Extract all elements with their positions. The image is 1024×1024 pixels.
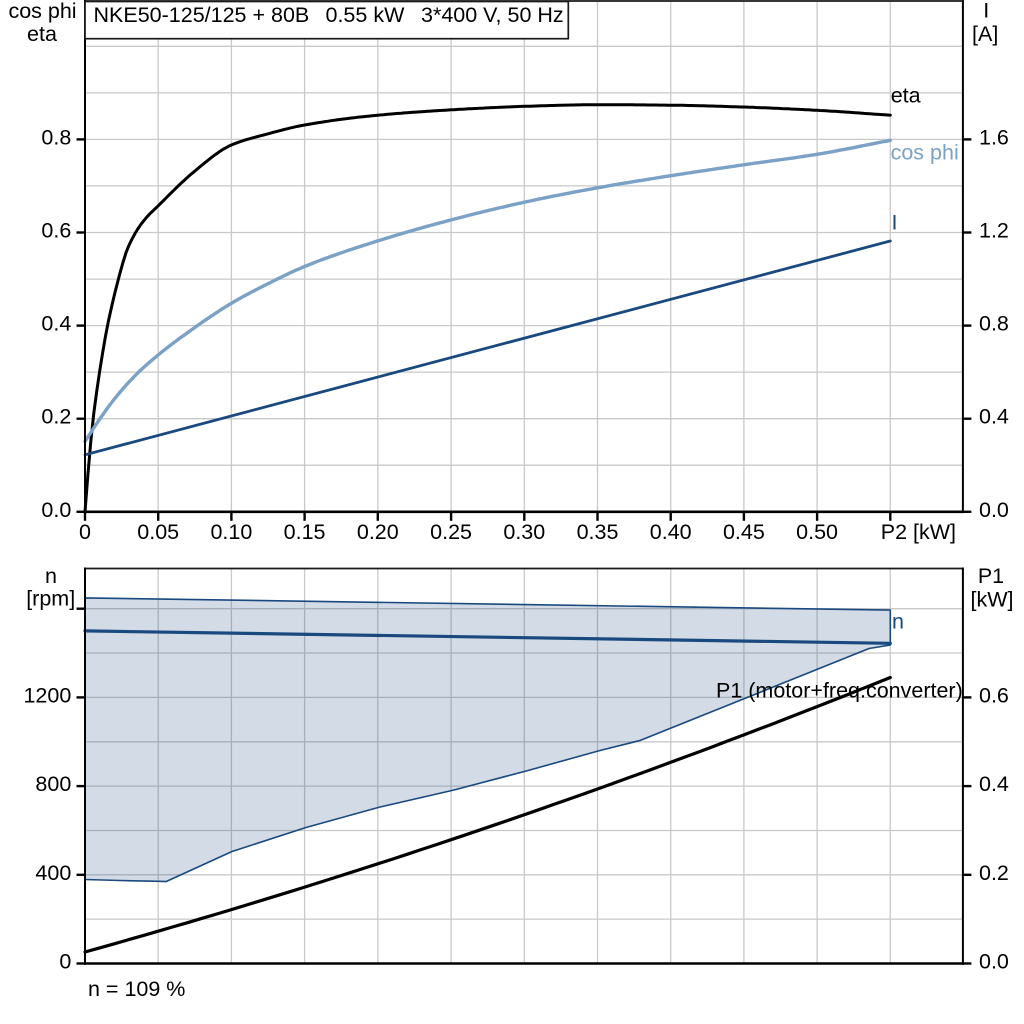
svg-text:I: I xyxy=(892,211,898,235)
svg-text:0: 0 xyxy=(79,520,91,544)
svg-text:1.2: 1.2 xyxy=(979,219,1009,243)
svg-text:0.2: 0.2 xyxy=(979,861,1009,885)
svg-text:0.0: 0.0 xyxy=(41,498,71,522)
svg-text:0: 0 xyxy=(59,950,71,974)
svg-text:n = 109 %: n = 109 % xyxy=(88,977,185,1001)
svg-text:cos phi: cos phi xyxy=(891,140,959,164)
svg-text:0.0: 0.0 xyxy=(979,498,1009,522)
svg-text:eta: eta xyxy=(27,22,57,46)
svg-text:0.35: 0.35 xyxy=(577,520,619,544)
svg-text:800: 800 xyxy=(35,772,71,796)
svg-text:0.8: 0.8 xyxy=(979,312,1009,336)
svg-text:0.4: 0.4 xyxy=(979,405,1009,429)
svg-text:0.05: 0.05 xyxy=(137,520,179,544)
svg-text:P1: P1 xyxy=(978,564,1004,588)
svg-text:0.25: 0.25 xyxy=(430,520,472,544)
svg-text:0.4: 0.4 xyxy=(979,772,1009,796)
svg-text:I: I xyxy=(983,0,989,23)
svg-text:0.50: 0.50 xyxy=(796,520,838,544)
svg-text:0.10: 0.10 xyxy=(210,520,252,544)
svg-text:3*400 V, 50 Hz: 3*400 V, 50 Hz xyxy=(421,3,564,27)
svg-text:0.30: 0.30 xyxy=(503,520,545,544)
svg-text:n: n xyxy=(45,564,57,588)
svg-text:0.40: 0.40 xyxy=(650,520,692,544)
svg-text:1200: 1200 xyxy=(23,683,71,707)
svg-text:0.0: 0.0 xyxy=(979,950,1009,974)
svg-text:0.2: 0.2 xyxy=(41,405,71,429)
svg-text:0.6: 0.6 xyxy=(41,219,71,243)
svg-text:P2 [kW]: P2 [kW] xyxy=(881,520,956,544)
svg-text:0.20: 0.20 xyxy=(357,520,399,544)
svg-text:[rpm]: [rpm] xyxy=(26,587,75,611)
svg-text:n: n xyxy=(892,610,904,634)
svg-text:eta: eta xyxy=(891,84,921,108)
svg-text:P1 (motor+freq.converter): P1 (motor+freq.converter) xyxy=(716,678,963,702)
svg-text:0.15: 0.15 xyxy=(284,520,326,544)
svg-text:[kW]: [kW] xyxy=(971,588,1014,612)
svg-text:400: 400 xyxy=(35,861,71,885)
svg-text:0.55 kW: 0.55 kW xyxy=(326,3,406,27)
svg-text:0.45: 0.45 xyxy=(723,520,765,544)
svg-text:1.6: 1.6 xyxy=(979,125,1009,149)
svg-text:0.6: 0.6 xyxy=(979,683,1009,707)
svg-text:[A]: [A] xyxy=(972,22,998,46)
svg-text:0.4: 0.4 xyxy=(41,312,71,336)
svg-text:0.8: 0.8 xyxy=(41,125,71,149)
svg-text:NKE50-125/125 + 80B: NKE50-125/125 + 80B xyxy=(94,3,310,27)
svg-text:cos phi: cos phi xyxy=(8,0,76,23)
